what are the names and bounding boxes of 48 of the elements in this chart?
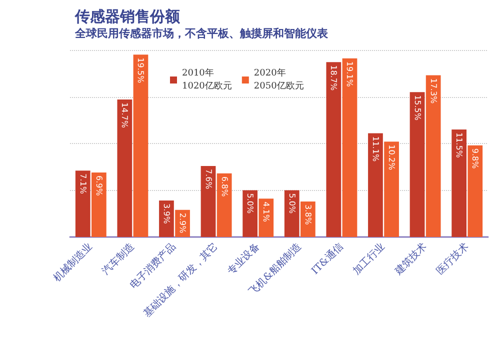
- data-label: 5.0%: [287, 193, 296, 214]
- data-label: 17.3%: [428, 78, 438, 104]
- chart-subtitle: 全球民用传感器市场，不含平板、触摸屏和智能仪表: [74, 27, 329, 40]
- bar: [75, 170, 90, 237]
- x-tick-label: 机械制造业: [50, 240, 95, 284]
- data-label: 11.5%: [454, 132, 464, 158]
- bar: [426, 75, 441, 237]
- x-tick-label: 汽车制造: [100, 240, 137, 278]
- x-tick-label: 医疗技术: [434, 240, 471, 278]
- bar: [326, 62, 342, 237]
- bar: [91, 172, 106, 237]
- bar: [342, 58, 358, 237]
- data-label: 4.1%: [262, 202, 271, 222]
- bar: [117, 100, 132, 237]
- data-label: 19.5%: [136, 58, 146, 84]
- data-label: 11.1%: [370, 136, 380, 162]
- data-label: 19.1%: [345, 61, 354, 88]
- bar: [368, 133, 383, 237]
- data-label: 14.7%: [120, 102, 130, 128]
- data-label: 6.9%: [94, 175, 104, 196]
- bar: [452, 129, 467, 237]
- data-label: 5.0%: [246, 193, 255, 214]
- data-label: 15.5%: [412, 95, 422, 121]
- data-label: 9.8%: [470, 148, 480, 170]
- bar: [284, 190, 300, 237]
- data-label: 10.2%: [387, 144, 396, 170]
- bar: [410, 92, 425, 237]
- data-label: 7.1%: [78, 174, 88, 194]
- data-label: 2.9%: [178, 212, 188, 234]
- bar: [258, 198, 274, 237]
- chart-title: 传感器销售份额: [74, 8, 181, 26]
- data-label: 18.7%: [329, 65, 338, 91]
- x-tick-label: 加工行业: [350, 240, 388, 278]
- data-label: 3.8%: [303, 204, 312, 226]
- legend-label: 2010年 1020亿欧元: [182, 68, 232, 92]
- bar: [159, 200, 174, 237]
- bar: [133, 54, 148, 237]
- data-label: 6.8%: [220, 176, 229, 198]
- data-label: 7.6%: [204, 168, 213, 190]
- x-tick-label: 建筑技术: [392, 240, 430, 278]
- legend-label: 2020年 2050亿欧元: [254, 68, 304, 92]
- bar: [200, 166, 216, 237]
- x-tick-label: 专业设备: [225, 240, 262, 278]
- bar: [468, 145, 483, 237]
- bar: [216, 173, 232, 237]
- bar: [384, 142, 399, 237]
- bar: [242, 190, 258, 237]
- data-label: 3.9%: [162, 204, 171, 224]
